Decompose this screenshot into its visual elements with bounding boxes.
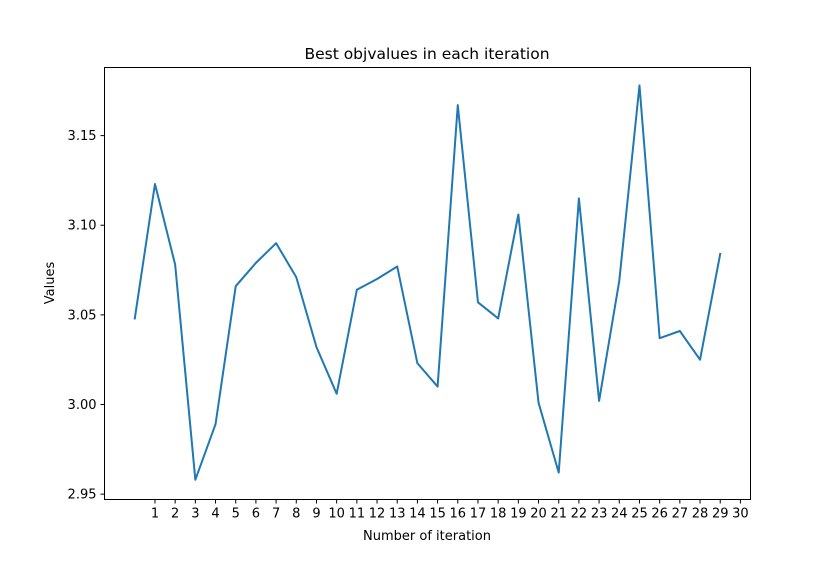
x-tick-label: 8 — [292, 507, 300, 522]
x-tick-label: 29 — [712, 507, 729, 522]
x-tick-label: 11 — [349, 507, 366, 522]
x-tick-label: 10 — [328, 507, 345, 522]
x-tick-label: 4 — [211, 507, 219, 522]
chart-title: Best objvalues in each iteration — [304, 45, 549, 63]
y-tick-label: 3.00 — [68, 398, 97, 413]
x-tick-label: 15 — [429, 507, 446, 522]
x-tick-label: 19 — [510, 507, 527, 522]
x-tick-label: 23 — [591, 507, 608, 522]
x-tick-label: 28 — [692, 507, 709, 522]
x-tick-label: 2 — [171, 507, 179, 522]
x-tick-label: 24 — [611, 507, 628, 522]
x-tick-label: 26 — [651, 507, 668, 522]
x-tick-label: 16 — [450, 507, 467, 522]
x-tick-label: 13 — [389, 507, 406, 522]
x-tick-label: 22 — [571, 507, 588, 522]
y-tick-label: 2.95 — [68, 488, 97, 503]
x-axis-ticks: 1 2 3 4 5 6 7 8 9 10 11 12 13 14 15 16 17 18 19 20 21 22 23 24 2… — [151, 499, 749, 522]
x-tick-label: 14 — [409, 507, 426, 522]
x-tick-label: 27 — [672, 507, 689, 522]
x-tick-label: 17 — [470, 507, 487, 522]
y-tick-label: 3.10 — [68, 219, 97, 234]
x-tick-label: 3 — [191, 507, 199, 522]
y-axis-title: Values — [43, 262, 58, 305]
x-tick-label: 18 — [490, 507, 507, 522]
y-tick-label: 3.05 — [68, 308, 97, 323]
x-tick-label: 1 — [151, 507, 159, 522]
x-tick-label: 7 — [272, 507, 280, 522]
x-tick-label: 9 — [312, 507, 320, 522]
x-tick-label: 25 — [631, 507, 648, 522]
series-layer — [133, 84, 722, 481]
plot-frame — [104, 67, 751, 500]
x-axis-title: Number of iteration — [363, 529, 491, 544]
series-line — [133, 84, 722, 481]
y-tick-label: 3.15 — [68, 129, 97, 144]
x-tick-label: 30 — [732, 507, 749, 522]
x-tick-label: 6 — [252, 507, 260, 522]
x-tick-label: 21 — [550, 507, 567, 522]
y-axis-ticks: 2.95 3.00 3.05 3.10 3.15 — [68, 129, 105, 503]
x-tick-label: 5 — [232, 507, 240, 522]
x-tick-label: 12 — [369, 507, 386, 522]
x-tick-label: 20 — [530, 507, 547, 522]
